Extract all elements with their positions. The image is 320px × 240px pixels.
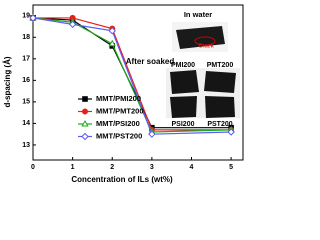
data-point [227,128,235,136]
y-axis-label: d-spacing (Å) [3,56,12,107]
annotation: After soaked [126,57,175,66]
plot-frame [32,4,244,161]
annotation: PMI200 [171,62,195,69]
y-tick-label: 19 [22,13,30,20]
chart: Concentration of ILs (wt%) d-spacing (Å)… [3,4,244,184]
annotation: PMT200 [207,62,234,69]
page: {"chart_data": {"type": "line", "x": [0,… [3,4,244,185]
legend-label: MMT/PSI200 [96,119,140,128]
x-tick-label: 5 [229,164,233,171]
photo-soaked [166,68,240,118]
data-point [108,39,116,47]
y-tick-label: 16 [22,77,30,84]
legend-label: MMT/PST200 [96,131,142,140]
crack-circle [194,36,216,46]
x-tick-label: 1 [71,164,75,171]
data-point [29,14,37,22]
photo-in-water [172,22,228,52]
annotation: In water [184,10,212,19]
sample-blob [170,70,199,94]
data-point [148,130,156,138]
x-tick-label: 4 [190,164,194,171]
y-tick-label: 14 [22,120,30,127]
legend-marker [81,132,89,141]
sample-blob [204,71,236,93]
annotation: PSI200 [172,121,195,128]
legend-marker [81,119,89,127]
x-tick-label: 2 [110,164,114,171]
y-tick-label: 17 [22,56,30,63]
y-tick-label: 18 [22,34,30,41]
legend-label: MMT/PMT200 [96,106,144,115]
annotation: PST200 [207,121,232,128]
x-tick-label: 3 [150,164,154,171]
data-point [108,27,116,35]
sample-blob [170,96,197,118]
legend-marker [82,108,88,115]
x-tick-label: 0 [31,164,35,171]
annotation: Crack [198,43,214,49]
legend-label: MMT/PMI200 [96,94,141,103]
sample-blob [205,96,235,118]
x-axis-label: Concentration of ILs (wt%) [71,175,173,184]
data-point [68,20,77,29]
legend-marker [82,96,88,102]
y-tick-label: 15 [22,99,30,106]
y-tick-label: 13 [22,142,30,149]
